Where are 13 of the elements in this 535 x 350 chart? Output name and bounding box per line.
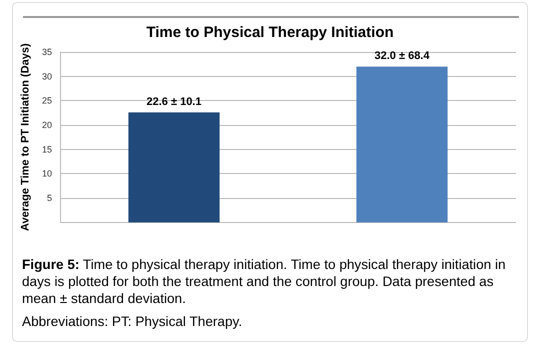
y-tick-label: 10 [42,168,52,179]
data-label: 22.6 ± 10.1 [146,96,202,108]
chart-title: Time to Physical Therapy Initiation [146,24,394,41]
y-tick-label: 30 [42,71,52,82]
y-tick-label: 35 [42,47,52,57]
y-tick-label: 5 [46,193,52,204]
text: Abbreviations: PT: Physical Therapy. [22,313,244,330]
data-label: 32.0 ± 68.4 [374,50,430,62]
y-tick-label: 15 [42,144,52,154]
y-axis-title: Average Time to PT Initiation (Days) [20,43,32,232]
y-tick-label: 20 [42,120,52,130]
caption: Figure 5: Time to physical therapy initiation. Time to physical therapy initiation in days is plotted for both the treatment and the control group. Data presented as mean ± standard deviation. [22,256,507,307]
y-tick-label: 25 [42,96,52,106]
